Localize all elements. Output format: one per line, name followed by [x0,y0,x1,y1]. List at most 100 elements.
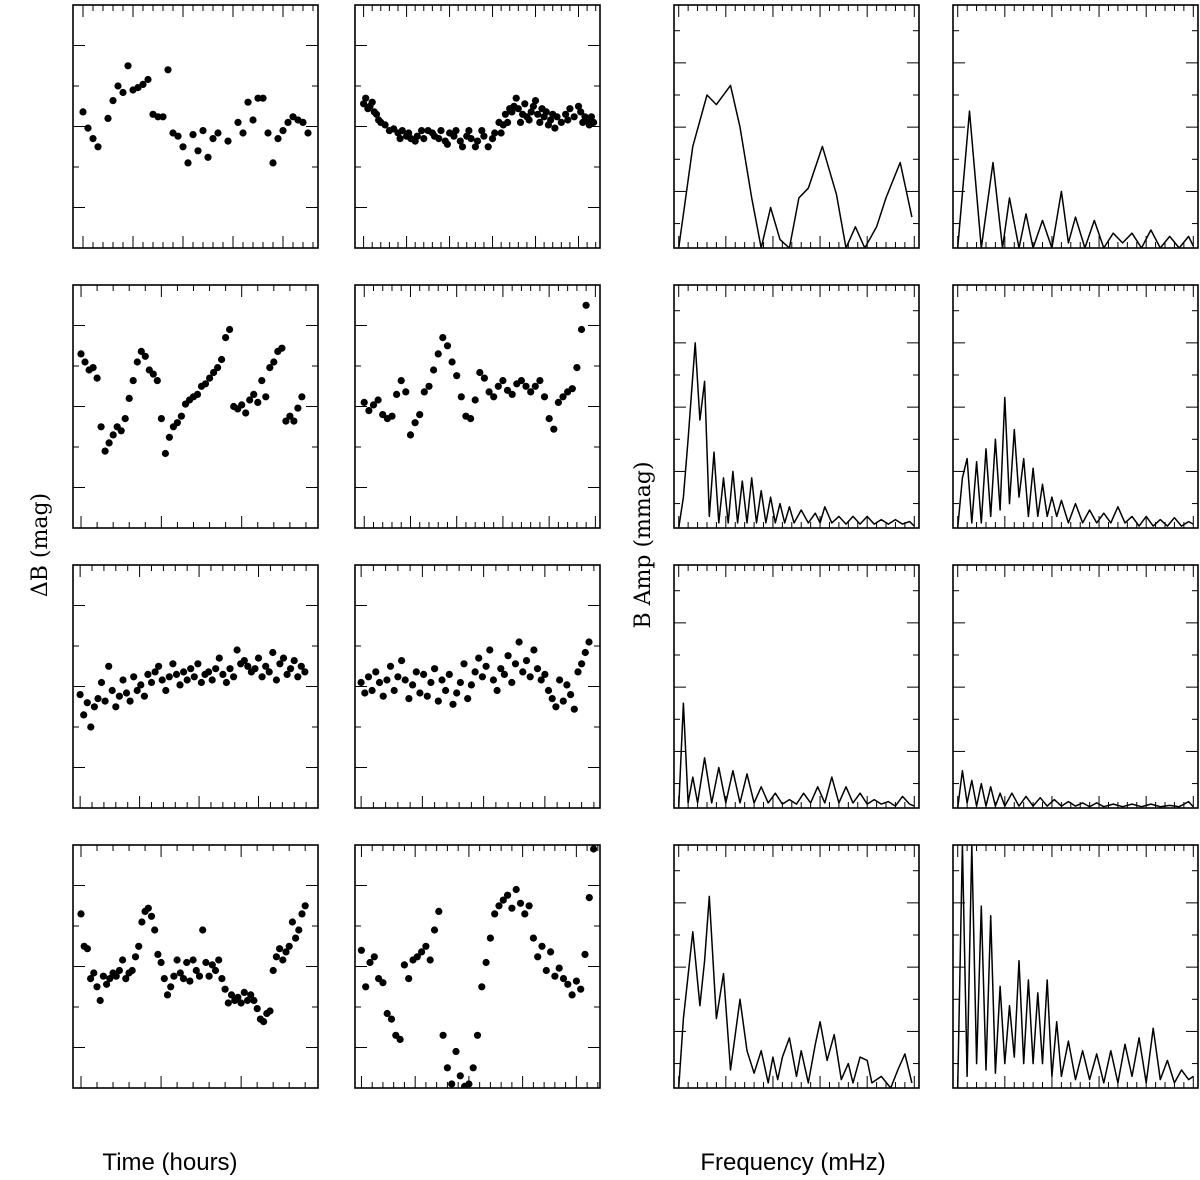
data-point [77,350,85,358]
data-point [556,676,564,684]
data-point [368,686,376,695]
data-point [386,662,395,670]
data-point [97,678,106,687]
data-point [467,415,475,423]
data-point [559,697,567,705]
data-point [276,660,284,668]
data-point [258,377,266,385]
data-point [180,668,188,676]
data-point [247,991,255,999]
data-point [233,646,241,654]
data-point [418,948,426,956]
data-point [94,695,102,703]
panel-hd1486-t-2-41 [354,284,601,529]
data-point [192,966,200,975]
data-point [194,147,202,155]
data-point [282,417,290,425]
data-point [193,390,202,398]
data-point [490,393,498,401]
right-x-axis-label: Frequency (mHz) [700,1149,885,1176]
data-point [480,132,488,140]
data-point [279,956,287,964]
data-point [154,950,162,959]
data-point [406,431,415,439]
data-point [525,116,533,124]
data-point [562,110,570,118]
data-point [529,102,538,110]
data-point [227,991,236,999]
data-point [155,662,163,670]
data-point [460,660,468,668]
data-point [141,352,149,360]
data-point [405,129,413,137]
data-point [418,127,426,135]
data-point [450,132,458,140]
data-point [590,845,598,853]
panels-layer [72,4,1199,1089]
data-point [167,983,175,991]
data-point [485,388,493,396]
data-point [140,692,148,700]
panel-hd1486-jd4367 [952,284,1199,529]
panel-9-points [357,638,593,713]
data-point [590,118,598,126]
data-point [294,404,302,412]
data-point [163,991,172,999]
data-point [471,396,479,404]
data-point [279,127,287,135]
data-point [445,670,453,679]
data-point [211,966,220,975]
data-point [357,678,365,687]
data-point [478,673,486,681]
panel-hd1486-t-2 [354,844,601,1089]
data-point [527,388,535,396]
data-point [537,676,545,684]
panel-7-amplitude-spectrum-line [956,396,1194,528]
data-point [516,899,525,907]
data-point [269,159,277,167]
data-point [559,975,568,983]
data-point [262,662,270,670]
data-point [529,934,538,942]
data-point [262,393,270,401]
data-point [90,703,98,711]
data-point [164,66,172,74]
data-point [270,358,278,366]
data-point [369,401,378,409]
panel-3-amplitude-spectrum-line [956,110,1194,248]
panel-hd1486-jd4071 [673,284,920,529]
right-y-axis-label: B Amp (mmag) [631,461,656,628]
data-point [545,415,553,423]
data-point [387,1015,396,1023]
panel-12-points [77,902,309,1026]
data-point [465,127,473,135]
data-point [147,912,156,920]
data-point [253,1005,261,1013]
data-point [497,665,505,673]
panel-hd1486-t-2-78 [72,284,319,529]
data-point [536,118,544,126]
data-point [80,711,88,719]
data-point [383,1009,391,1018]
panel-8-points [76,646,309,731]
data-point [379,411,387,419]
data-point [542,966,550,975]
data-point [471,668,479,676]
data-point [582,301,590,309]
data-point [431,665,439,673]
data-point [109,97,117,105]
data-point [457,393,465,401]
panel-14-frame [673,844,920,1089]
data-point [97,423,105,431]
data-point [467,135,475,143]
data-point [488,135,497,143]
data-point [458,143,467,151]
panel-hd1486-jd4401 [952,844,1199,1089]
data-point [531,97,540,105]
data-point [129,377,137,385]
panel-7-frame [952,284,1199,529]
data-point [126,697,134,705]
data-point [434,350,442,358]
data-point [246,396,254,404]
data-point [215,654,223,662]
